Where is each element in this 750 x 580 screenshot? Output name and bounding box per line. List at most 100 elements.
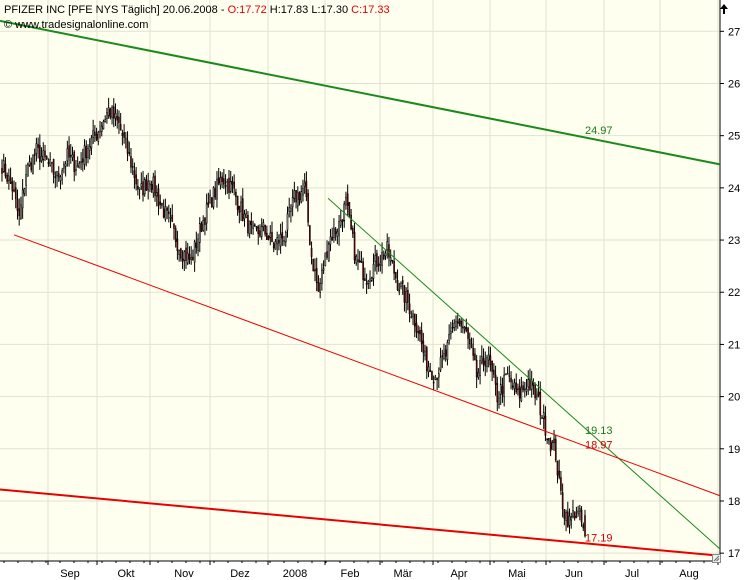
candle-body xyxy=(83,145,86,165)
candle-body xyxy=(219,177,222,186)
candle-body xyxy=(23,188,26,194)
candle-body xyxy=(142,181,144,196)
x-tick-label: Jul xyxy=(625,568,639,580)
candle-body xyxy=(274,241,277,250)
candle-body xyxy=(42,150,45,161)
candle-body xyxy=(529,378,531,390)
candle-body xyxy=(82,158,84,163)
candle-body xyxy=(39,145,41,163)
candle-body xyxy=(61,170,64,176)
candle-body xyxy=(25,174,27,186)
candle-body xyxy=(417,331,419,334)
candle-body xyxy=(370,277,373,282)
candle-body xyxy=(475,359,478,378)
candle-body xyxy=(95,134,98,140)
candle-body xyxy=(525,388,528,392)
instrument-info-line: PFIZER INC [PFE NYS Täglich] 20.06.2008 … xyxy=(4,3,390,17)
candle-body xyxy=(517,388,519,391)
x-tick-label: Sep xyxy=(60,568,80,580)
candle-body xyxy=(157,188,160,206)
candle-body xyxy=(286,213,289,231)
scroll-up-arrow-icon[interactable] xyxy=(718,3,730,17)
candle-body xyxy=(21,189,24,209)
candle-body xyxy=(138,187,141,190)
candle-body xyxy=(185,247,187,261)
candle-body xyxy=(377,264,380,267)
candle-body xyxy=(169,217,172,219)
candle-body xyxy=(16,199,19,211)
candle-body xyxy=(458,319,461,324)
y-tick-label: 18 xyxy=(728,496,740,508)
candle-body xyxy=(104,119,107,122)
candle-body xyxy=(388,244,390,258)
candle-body xyxy=(73,151,76,172)
candle-body xyxy=(30,162,33,171)
candle-body xyxy=(381,252,383,266)
candle-body xyxy=(520,387,523,402)
candle-body xyxy=(444,349,447,357)
candle-body xyxy=(193,241,196,263)
candle-body xyxy=(456,321,459,324)
resize-grip-icon[interactable] xyxy=(712,550,721,563)
candle-body xyxy=(443,353,445,360)
candle-body xyxy=(284,231,287,243)
candle-body xyxy=(341,219,344,223)
candle-body xyxy=(133,170,136,178)
candle-body xyxy=(317,281,320,292)
candle-body xyxy=(480,356,483,363)
candle-body xyxy=(188,253,191,260)
candle-body xyxy=(536,394,538,398)
candle-body xyxy=(180,248,182,259)
candle-body xyxy=(379,262,382,266)
candle-body xyxy=(205,203,208,224)
candle-body xyxy=(269,232,272,238)
candle-body xyxy=(546,438,548,441)
y-tick-label: 17 xyxy=(728,548,740,560)
candle-body xyxy=(54,175,57,179)
candle-body xyxy=(522,385,524,391)
x-tick-label: Mär xyxy=(394,568,413,580)
trendline xyxy=(327,197,721,550)
candle-body xyxy=(56,170,58,176)
candle-body xyxy=(250,221,253,226)
candle-body xyxy=(331,237,334,241)
candle-body xyxy=(362,261,364,281)
candle-body xyxy=(367,280,370,284)
candle-body xyxy=(140,183,143,187)
candle-body xyxy=(572,510,574,518)
candle-body xyxy=(267,235,270,240)
candle-body xyxy=(551,442,554,450)
candle-body xyxy=(121,132,124,136)
candle-body xyxy=(303,182,306,187)
candle-body xyxy=(235,191,237,197)
candle-body xyxy=(166,207,168,211)
candle-body xyxy=(462,326,464,329)
candle-body xyxy=(100,125,103,133)
candle-body xyxy=(288,207,291,212)
candle-body xyxy=(321,269,323,284)
y-tick-label: 27 xyxy=(728,26,740,38)
candle-body xyxy=(438,373,440,378)
candle-body xyxy=(76,165,79,168)
candle-body xyxy=(455,320,457,328)
y-tick-label: 20 xyxy=(728,392,740,404)
candle-body xyxy=(111,107,113,118)
high-value: H:17.83 xyxy=(269,4,309,16)
candle-body xyxy=(302,188,304,196)
candle-body xyxy=(272,243,275,249)
candle-body xyxy=(324,252,327,267)
candle-body xyxy=(544,415,547,436)
candle-body xyxy=(161,203,163,206)
candle-body xyxy=(119,124,122,131)
candle-body xyxy=(575,515,578,518)
candle-body xyxy=(415,322,418,333)
candle-body xyxy=(338,221,340,236)
candle-body xyxy=(424,350,426,357)
candle-body xyxy=(353,232,356,261)
candle-body xyxy=(319,283,321,293)
candle-body xyxy=(499,383,502,396)
candle-body xyxy=(407,290,409,303)
candle-body xyxy=(384,252,387,257)
candle-body xyxy=(584,515,586,537)
